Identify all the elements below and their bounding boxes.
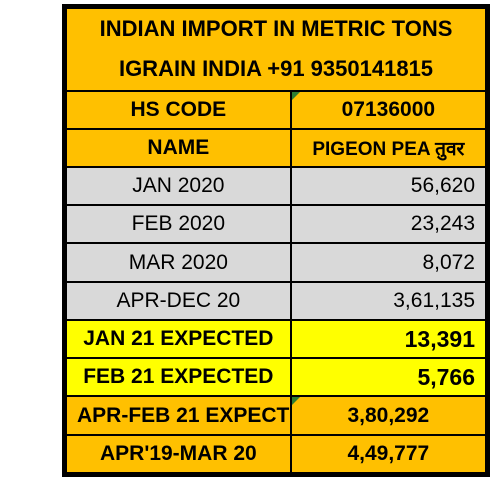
name-value[interactable]: PIGEON PEA तुवर [289,127,488,169]
row-value[interactable]: 3,80,292 [289,395,488,436]
row-label[interactable]: APR-DEC 20 [65,280,292,321]
table-row: APR-DEC 20 3,61,135 [65,280,488,321]
import-table: INDIAN IMPORT IN METRIC TONS IGRAIN INDI… [65,6,488,475]
row-value[interactable]: 56,620 [289,165,488,207]
hs-code-row: HS CODE 07136000 [65,89,488,130]
row-value[interactable]: 23,243 [289,204,488,245]
hs-code-value[interactable]: 07136000 [289,89,488,130]
row-label[interactable]: APR-FEB 21 EXPECTED [65,395,292,436]
row-value[interactable]: 3,61,135 [289,280,488,321]
title-row-2: IGRAIN INDIA +91 9350141815 [65,49,487,91]
table-row: FEB 2020 23,243 [65,204,488,245]
spreadsheet-table: INDIAN IMPORT IN METRIC TONS IGRAIN INDI… [62,4,490,477]
name-label[interactable]: NAME [65,127,292,169]
table-row: JAN 2020 56,620 [65,165,488,207]
row-label[interactable]: APR'19-MAR 20 [65,433,292,475]
row-value[interactable]: 8,072 [289,242,488,283]
table-row: MAR 2020 8,072 [65,242,488,283]
table-row: APR'19-MAR 20 4,49,777 [65,433,488,475]
table-row: APR-FEB 21 EXPECTED 3,80,292 [65,395,488,436]
row-label[interactable]: FEB 2020 [65,204,292,245]
row-value[interactable]: 13,391 [289,318,488,360]
table-row: JAN 21 EXPECTED 13,391 [65,318,488,360]
row-value[interactable]: 5,766 [289,357,488,398]
title-line-1[interactable]: INDIAN IMPORT IN METRIC TONS [65,6,487,50]
title-row-1: INDIAN IMPORT IN METRIC TONS [65,6,487,50]
hs-code-label[interactable]: HS CODE [65,89,292,130]
row-value[interactable]: 4,49,777 [289,433,488,475]
table-row: FEB 21 EXPECTED 5,766 [65,357,488,398]
name-row: NAME PIGEON PEA तुवर [65,127,488,169]
title-line-2[interactable]: IGRAIN INDIA +91 9350141815 [65,49,487,91]
row-label[interactable]: JAN 2020 [65,165,292,207]
row-label[interactable]: FEB 21 EXPECTED [65,357,292,398]
row-label[interactable]: MAR 2020 [65,242,292,283]
row-label[interactable]: JAN 21 EXPECTED [65,318,292,360]
